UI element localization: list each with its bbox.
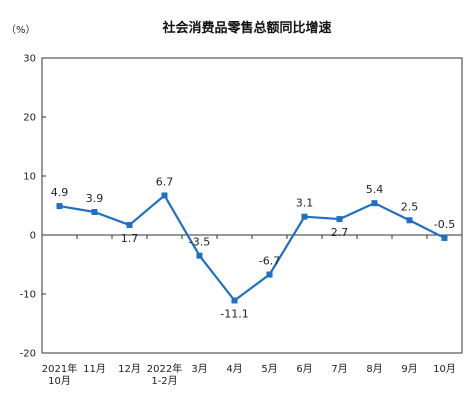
y-tick-label: 20 xyxy=(23,113,36,124)
x-tick-label: 9月 xyxy=(401,363,417,375)
plot-area-frame xyxy=(41,57,463,354)
data-label: 2.5 xyxy=(401,200,419,213)
data-point-marker xyxy=(196,252,203,259)
series-layer xyxy=(56,192,448,304)
data-label: -6.7 xyxy=(259,255,280,268)
data-label: -0.5 xyxy=(434,218,455,231)
y-tick-label: -20 xyxy=(20,349,36,360)
data-point-marker xyxy=(91,208,98,215)
x-tick-label: 3月 xyxy=(191,363,207,375)
data-point-marker xyxy=(266,271,273,278)
series-line xyxy=(59,194,445,302)
x-tick-label: 8月 xyxy=(366,363,382,375)
x-tick-label: 4月 xyxy=(226,363,242,375)
data-label: 2.7 xyxy=(331,226,349,239)
y-tick-label: 0 xyxy=(30,231,36,242)
data-label: 4.9 xyxy=(51,186,69,199)
x-tick-label: 7月 xyxy=(331,363,347,375)
data-label: 5.4 xyxy=(366,183,384,196)
x-tick-label: 6月 xyxy=(296,363,312,375)
y-tick-label: 10 xyxy=(23,172,36,183)
data-point-marker xyxy=(161,192,168,199)
data-point-marker xyxy=(371,200,378,207)
y-tick-label: 30 xyxy=(23,54,36,65)
data-label: 3.1 xyxy=(296,197,314,210)
data-point-marker xyxy=(56,203,63,210)
y-tick-label: -10 xyxy=(20,290,36,301)
data-label: 3.9 xyxy=(86,192,104,205)
x-tick-label: 11月 xyxy=(83,363,106,375)
x-tick-label: 10月 xyxy=(433,363,456,375)
data-point-marker xyxy=(126,221,133,228)
chart-title: 社会消费品零售总额同比增速 xyxy=(161,20,331,36)
x-tick-label: 12月 xyxy=(118,363,141,375)
x-tick-label: 2022年 xyxy=(147,362,182,375)
x-tick-label: 1-2月 xyxy=(151,375,177,387)
data-label: -11.1 xyxy=(220,307,248,320)
data-label: 6.7 xyxy=(156,175,174,188)
data-point-marker xyxy=(441,234,448,241)
data-label: 1.7 xyxy=(121,232,139,245)
data-point-marker xyxy=(336,216,343,223)
x-tick-label: 5月 xyxy=(261,363,277,375)
y-axis-unit-label: （%） xyxy=(6,24,36,36)
x-tick-label: 10月 xyxy=(48,375,71,387)
data-label: -3.5 xyxy=(189,236,210,249)
data-point-marker xyxy=(231,297,238,304)
data-point-marker xyxy=(301,213,308,220)
data-labels-layer: 4.9 3.9 1.7 6.7 -3.5 -11.1 -6.7 3.1 2.7 5.4 2.5 -0.… xyxy=(51,175,455,320)
data-point-marker xyxy=(406,217,413,224)
x-tick-label: 2021年 xyxy=(42,362,77,375)
